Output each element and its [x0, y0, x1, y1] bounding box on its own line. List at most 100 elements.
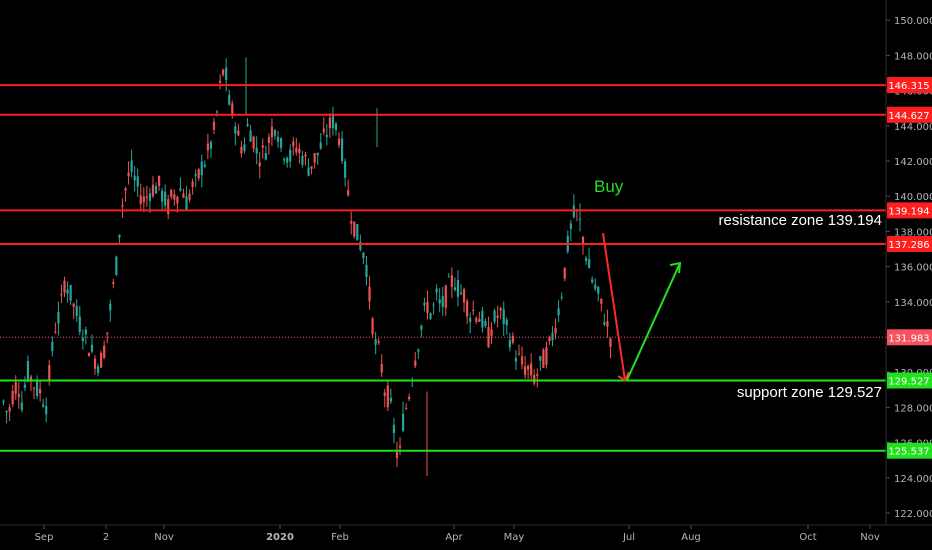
- candle-body: [51, 341, 54, 352]
- x-tick-label: Aug: [681, 532, 701, 543]
- candle-body: [414, 360, 417, 366]
- candle-body: [353, 221, 356, 237]
- candle-body: [588, 259, 591, 269]
- candle-body: [475, 317, 478, 322]
- candle-body: [337, 138, 341, 146]
- candle-body: [539, 356, 542, 361]
- candle-body: [69, 284, 72, 301]
- candle-body: [90, 344, 94, 352]
- y-tick-label: 150.000: [894, 16, 932, 27]
- x-tick-label: Sep: [35, 532, 54, 543]
- candle-body: [438, 299, 441, 304]
- candle-body: [39, 388, 42, 394]
- candle-body: [362, 253, 365, 259]
- candle-body: [11, 390, 14, 405]
- current-price-badge: [887, 329, 932, 346]
- resistance-price-badge: [887, 202, 932, 219]
- candle-body: [331, 113, 335, 129]
- candle-body: [87, 353, 91, 357]
- candle-body: [5, 411, 8, 413]
- candle-body: [121, 205, 124, 207]
- candle-body: [502, 309, 505, 325]
- candle-body: [164, 191, 167, 206]
- candle-body: [527, 365, 530, 370]
- candle-body: [420, 325, 423, 330]
- price-badge-label: 139.194: [888, 206, 929, 217]
- down-arrow-head: [617, 371, 630, 382]
- candle-body: [286, 157, 289, 163]
- candle-body: [340, 138, 344, 161]
- price-badge-label: 144.627: [888, 111, 929, 122]
- candle-body: [118, 234, 121, 238]
- candle-body: [429, 313, 432, 319]
- candle-body: [469, 317, 472, 323]
- levels-layer: [0, 84, 886, 452]
- candle-body: [398, 445, 402, 448]
- candle-body: [228, 95, 231, 105]
- candle-body: [606, 321, 609, 327]
- candle-body: [557, 308, 560, 316]
- current-price-label: 131.983: [888, 333, 929, 344]
- candle-body: [423, 302, 426, 306]
- candle-body: [231, 103, 234, 116]
- candle-body: [584, 258, 588, 261]
- candle-body: [520, 356, 524, 365]
- support-zone-annotation: support zone 129.527: [737, 384, 882, 401]
- candle-body: [66, 289, 69, 294]
- candle-body: [240, 146, 243, 154]
- price-badges: 146.315 144.627 139.194 137.286 129.527 125.5…: [887, 77, 932, 459]
- candle-body: [435, 288, 438, 293]
- candle-body: [2, 400, 5, 403]
- candle-body: [569, 223, 572, 230]
- candle-body: [222, 69, 225, 75]
- x-tick-label: Oct: [799, 532, 816, 543]
- candle-body: [167, 199, 170, 215]
- candle-body: [8, 407, 11, 412]
- candle-body: [316, 152, 319, 156]
- candle-body: [185, 196, 188, 211]
- candle-body: [304, 154, 307, 157]
- resistance-price-badge: [887, 77, 932, 94]
- candle-body: [246, 124, 249, 126]
- candle-body: [594, 284, 597, 289]
- candle-body: [591, 279, 594, 283]
- candle-body: [505, 319, 508, 326]
- candle-body: [560, 296, 563, 298]
- candle-body: [170, 189, 173, 198]
- candle-body: [14, 382, 17, 394]
- candle-body: [255, 148, 258, 154]
- candle-body: [26, 360, 30, 380]
- candle-body: [603, 321, 606, 325]
- candle-body: [127, 172, 130, 177]
- y-tick-label: 140.000: [894, 192, 932, 203]
- y-tick-label: 144.000: [894, 122, 932, 133]
- candle-body: [142, 196, 145, 203]
- candle-body: [542, 349, 545, 368]
- candle-body: [319, 142, 322, 149]
- candle-body: [389, 397, 392, 402]
- y-tick-label: 124.000: [894, 474, 932, 485]
- candle-body: [374, 339, 377, 345]
- candle-body: [417, 349, 420, 352]
- candle-body: [197, 169, 200, 179]
- candle-body: [478, 319, 481, 322]
- candle-body: [237, 130, 240, 136]
- candle-body: [466, 301, 469, 317]
- candle-body: [456, 280, 460, 297]
- candle-body: [328, 117, 331, 129]
- candle-body: [496, 315, 499, 318]
- candle-body: [23, 384, 26, 388]
- candle-body: [29, 376, 33, 382]
- candle-body: [93, 358, 97, 369]
- candle-body: [344, 161, 347, 178]
- y-tick-label: 138.000: [894, 227, 932, 238]
- time-axis[interactable]: Sep 2 Nov 2020 Feb Apr May Jul Aug Oct Nov: [35, 525, 880, 543]
- candle-body: [234, 126, 237, 134]
- y-tick-label: 122.000: [894, 509, 932, 520]
- candle-body: [459, 292, 463, 295]
- candle-body: [545, 347, 548, 365]
- candle-body: [447, 276, 450, 278]
- candle-body: [536, 374, 539, 376]
- candle-body: [130, 160, 133, 173]
